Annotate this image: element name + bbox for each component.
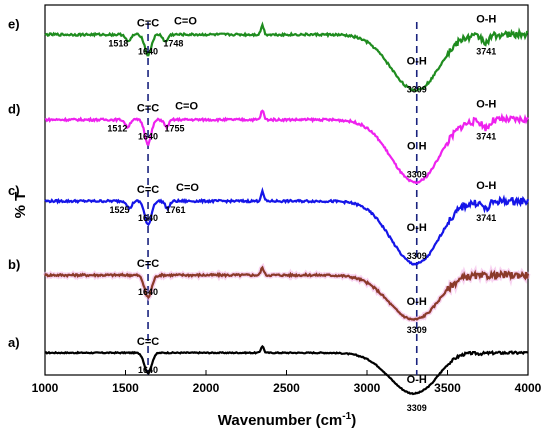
peak-annotation: C=C	[137, 184, 159, 196]
peak-annotation: C=C	[137, 18, 159, 30]
peak-annotation: O H	[407, 141, 427, 153]
x-axis-title-close: )	[351, 412, 356, 429]
peak-annotation: 1640	[138, 365, 158, 375]
series-line	[44, 109, 529, 184]
peak-annotation: O-H	[476, 14, 496, 26]
peak-annotation: O-H	[476, 180, 496, 192]
peak-annotation: O-H	[476, 99, 496, 111]
peak-annotation: C=O	[176, 182, 199, 194]
peak-annotation: O-H	[407, 56, 427, 68]
peak-annotation: C=O	[174, 16, 197, 28]
peak-annotation: 1640	[138, 47, 158, 57]
peak-annotation: 1525	[110, 205, 130, 215]
plot-frame	[44, 4, 529, 376]
peak-annotation: 1755	[165, 124, 185, 134]
series-label: d)	[8, 102, 20, 117]
x-tick-label: 2000	[193, 381, 220, 395]
peak-annotation: 3741	[476, 47, 496, 57]
series-layer	[42, 21, 531, 396]
x-tick-label: 1000	[32, 381, 59, 395]
x-tick-label: 3500	[434, 381, 461, 395]
x-axis-title-sup: -1	[342, 411, 351, 422]
peak-annotation: C=C	[137, 258, 159, 270]
series-label: b)	[8, 257, 20, 272]
peak-annotation: 3309	[407, 170, 427, 180]
peak-annotation: 3309	[407, 403, 427, 413]
y-axis-title: % T	[12, 192, 29, 219]
annotation-layer: a) C=C 1640 O-H 3309 b) C=C 1640 O-H 3309 c) C=C C=O…	[8, 14, 496, 413]
series-line	[44, 344, 529, 396]
peak-annotation: 3309	[407, 85, 427, 95]
x-tick-label: 4000	[515, 381, 542, 395]
reference-lines	[147, 22, 418, 375]
x-axis-title: Wavenumber (cm-1)	[218, 411, 356, 429]
peak-annotation: C=O	[175, 101, 198, 113]
series-label: c)	[8, 183, 20, 198]
peak-annotation: 1512	[107, 124, 127, 134]
x-axis-title-main: Wavenumber (cm	[218, 412, 342, 429]
peak-annotation: 3309	[407, 251, 427, 261]
peak-annotation: C=C	[137, 336, 159, 348]
peak-annotation: O-H	[407, 296, 427, 308]
peak-annotation: 1761	[166, 205, 186, 215]
x-tick-label: 2500	[273, 381, 300, 395]
peak-annotation: O-H	[407, 374, 427, 386]
peak-annotation: 1640	[138, 213, 158, 223]
x-tick-label: 1500	[112, 381, 139, 395]
series-label: e)	[8, 17, 20, 32]
peak-annotation: 1640	[138, 132, 158, 142]
x-axis: 1000 1500 2000 2500 3000 3500 4000	[32, 370, 542, 395]
series-line	[44, 21, 529, 93]
series-label: a)	[8, 335, 20, 350]
peak-annotation: O-H	[407, 222, 427, 234]
peak-annotation: 1748	[163, 39, 183, 49]
peak-annotation: C=C	[137, 103, 159, 115]
peak-annotation: 3309	[407, 325, 427, 335]
peak-annotation: 1518	[108, 39, 128, 49]
peak-annotation: 3741	[476, 213, 496, 223]
peak-annotation: 1640	[138, 287, 158, 297]
series-line	[44, 265, 530, 321]
x-tick-label: 3000	[354, 381, 381, 395]
peak-annotation: 3741	[476, 132, 496, 142]
series-line	[44, 186, 530, 266]
